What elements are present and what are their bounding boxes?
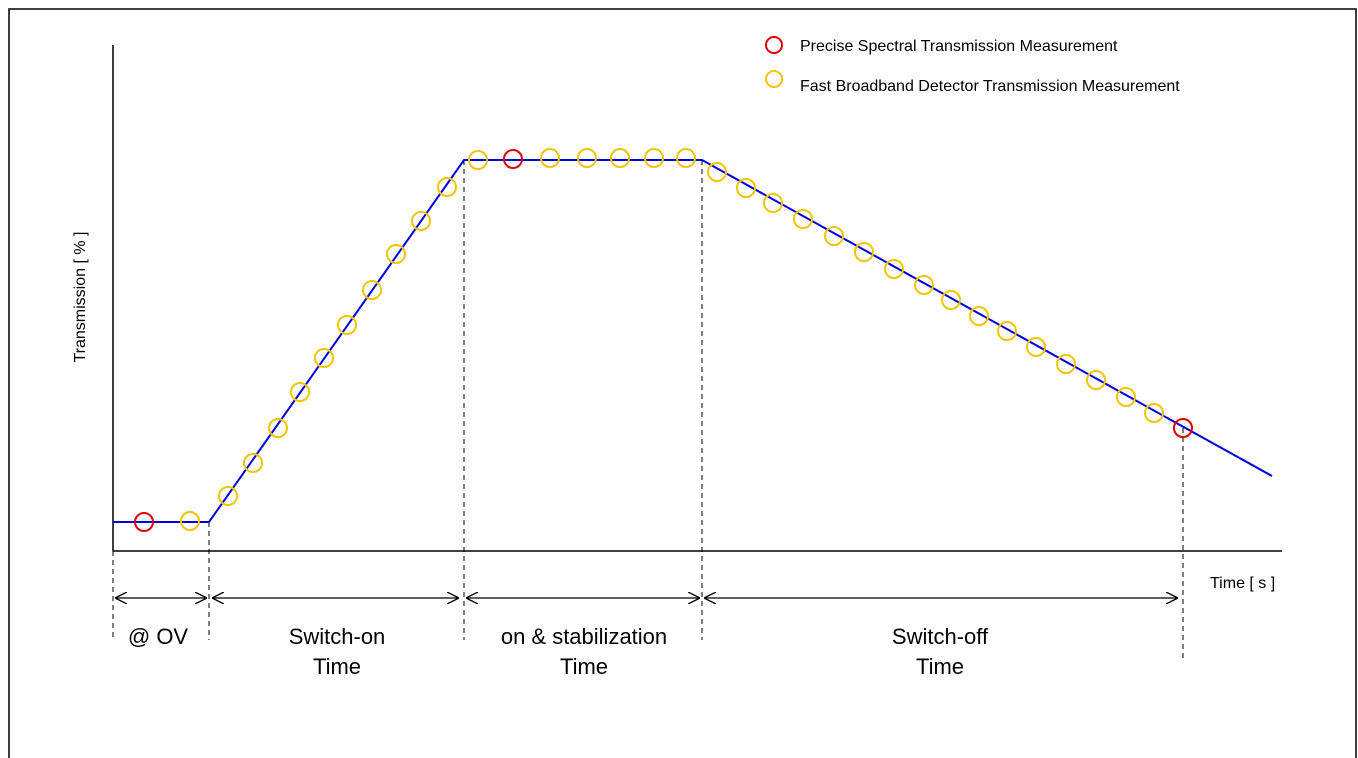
fast-marker: [577, 148, 597, 168]
fast-marker: [997, 321, 1017, 341]
transmission-curve: [113, 159, 1273, 523]
fast-marker: [1026, 337, 1046, 357]
phase-switch-off-time-label: Time: [916, 654, 964, 679]
legend: Precise Spectral Transmission Measuremen…: [765, 36, 1180, 95]
fast-marker: [1116, 387, 1136, 407]
fast-marker: [884, 259, 904, 279]
fast-marker: [268, 418, 288, 438]
fast-marker: [540, 148, 560, 168]
precise-marker: [1173, 418, 1193, 438]
fast-marker: [1056, 354, 1076, 374]
fast-marker: [736, 178, 756, 198]
fast-marker: [337, 315, 357, 335]
fast-marker: [854, 242, 874, 262]
fast-marker: [437, 177, 457, 197]
phase-boundaries: [112, 160, 1184, 662]
diagram-frame: [8, 8, 1357, 758]
fast-marker: [411, 211, 431, 231]
fast-marker: [362, 280, 382, 300]
fast-marker: [824, 226, 844, 246]
precise-marker: [134, 512, 154, 532]
fast-marker: [610, 148, 630, 168]
fast-marker: [676, 148, 696, 168]
fast-marker: [941, 290, 961, 310]
fast-marker: [644, 148, 664, 168]
phase-switch-on-label: Switch-on: [289, 624, 386, 649]
fast-marker: [180, 511, 200, 531]
legend-precise-icon: [765, 36, 783, 54]
legend-precise-label: Precise Spectral Transmission Measuremen…: [800, 38, 1118, 55]
x-axis-label: Time [ s ]: [1210, 575, 1275, 592]
phase-stabilization-time-label: Time: [560, 654, 608, 679]
fast-marker: [468, 150, 488, 170]
phase-switch-on-time-label: Time: [313, 654, 361, 679]
fast-marker: [1086, 370, 1106, 390]
phase-ov-label: @ OV: [128, 624, 189, 649]
fast-marker: [707, 162, 727, 182]
precise-marker: [503, 149, 523, 169]
fast-marker: [314, 348, 334, 368]
fast-marker: [243, 453, 263, 473]
measurement-markers: [134, 148, 1193, 532]
fast-marker: [793, 209, 813, 229]
legend-fast-label: Fast Broadband Detector Transmission Mea…: [800, 78, 1180, 95]
phase-stabilization-label: on & stabilization: [501, 624, 667, 649]
fast-marker: [1144, 403, 1164, 423]
fast-marker: [290, 382, 310, 402]
fast-marker: [386, 244, 406, 264]
fast-marker: [763, 193, 783, 213]
legend-fast-icon: [765, 70, 783, 88]
y-axis-label: Transmission [ % ]: [72, 232, 89, 363]
fast-marker: [218, 486, 238, 506]
fast-marker: [969, 306, 989, 326]
fast-marker: [914, 275, 934, 295]
phase-switch-off-label: Switch-off: [892, 624, 989, 649]
